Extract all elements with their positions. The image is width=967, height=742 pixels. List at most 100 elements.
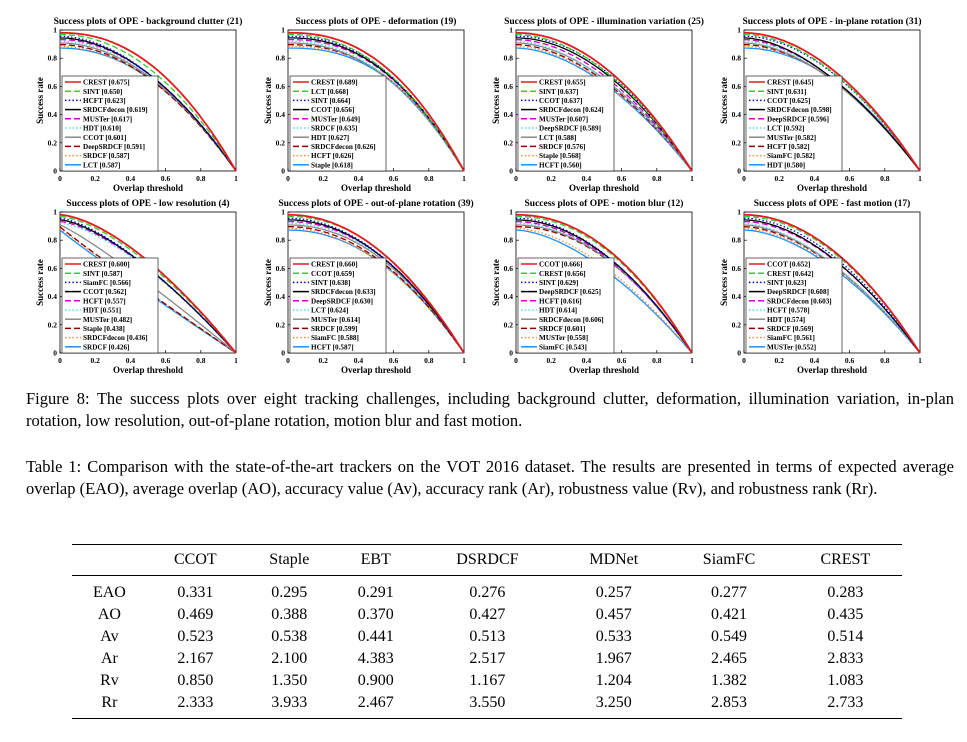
success-plot: Success plots of OPE - illumination vari… — [491, 16, 704, 193]
x-tick-label: 0 — [742, 356, 746, 365]
table-cell: 4.383 — [357, 650, 394, 667]
x-tick-label: 0.8 — [652, 174, 662, 183]
x-axis-label: Overlap threshold — [797, 183, 867, 193]
table-cell: 0.291 — [357, 584, 394, 601]
series-line — [288, 38, 465, 172]
x-tick-label: 0.6 — [389, 174, 399, 183]
figure-caption: Figure 8: The success plots over eight t… — [26, 389, 954, 430]
table-cell: 0.513 — [469, 628, 506, 645]
series-line — [743, 213, 921, 354]
y-tick-label: 0.2 — [48, 320, 58, 329]
legend-entry: SINT [0.638] — [311, 279, 350, 287]
legend-entry: LCT [0.624] — [311, 307, 348, 315]
legend-entry: DeepSRDCF [0.589] — [539, 125, 601, 133]
x-tick-label: 0.2 — [91, 356, 101, 365]
table-column-header: Staple — [269, 551, 310, 568]
legend-entry: HDT [0.580] — [767, 161, 805, 169]
x-tick-label: 0.8 — [424, 174, 434, 183]
table-cell: 0.283 — [827, 584, 864, 601]
table-row: Rr 2.333 3.933 2.467 3.550 3.250 2.853 2.733 — [72, 692, 902, 719]
legend-entry: LCT [0.588] — [539, 134, 576, 142]
y-axis-label: Success rate — [491, 77, 501, 124]
table-cell: 0.276 — [469, 584, 506, 601]
table-row-label: Rv — [100, 672, 119, 689]
x-tick-label: 0.8 — [880, 174, 890, 183]
table-corner — [72, 545, 147, 576]
table-cell: 2.333 — [177, 694, 214, 711]
table-cell: 0.370 — [357, 606, 394, 623]
table-cell: 0.435 — [827, 606, 864, 623]
legend-entry: SRDCFdecon [0.598] — [767, 106, 832, 114]
series-line — [744, 45, 921, 172]
plot-title: Success plots of OPE - low resolution (4… — [66, 198, 229, 209]
x-tick-label: 0.2 — [91, 174, 101, 183]
table-row: Ar 2.167 2.100 4.383 2.517 1.967 2.465 2.833 — [72, 648, 902, 670]
legend-entry: CCOT [0.652] — [767, 261, 810, 269]
x-tick-label: 0.8 — [424, 356, 434, 365]
legend-entry: HCFT [0.616] — [539, 297, 582, 305]
y-tick-label: 0.6 — [48, 264, 58, 273]
legend-entry: DeepSRDCF [0.596] — [767, 115, 829, 123]
x-tick-label: 0.6 — [161, 174, 171, 183]
x-tick-label: 0.6 — [845, 174, 855, 183]
x-tick-label: 0.2 — [547, 356, 557, 365]
legend-entry: CREST [0.655] — [539, 79, 586, 87]
table-cell: 1.967 — [595, 650, 632, 667]
y-tick-label: 0.2 — [48, 138, 58, 147]
success-plot: Success plots of OPE - background clutte… — [35, 16, 242, 193]
table-cell: 3.550 — [469, 694, 506, 711]
success-plots-figure: Success plots of OPE - background clutte… — [35, 16, 922, 375]
series-line — [60, 31, 237, 172]
y-tick-label: 0.8 — [48, 236, 58, 245]
legend-entry: SINT [0.629] — [539, 279, 578, 287]
y-tick-label: 0 — [509, 167, 513, 176]
y-tick-label: 1 — [737, 208, 741, 217]
y-tick-label: 0.4 — [732, 292, 742, 301]
legend-entry: SiamFC [0.588] — [311, 334, 359, 342]
table-cell: 3.933 — [271, 694, 308, 711]
table-cell: 0.427 — [469, 606, 506, 623]
y-tick-label: 1 — [509, 26, 513, 35]
table-cell: 0.549 — [711, 628, 748, 645]
x-axis-label: Overlap threshold — [341, 183, 411, 193]
x-tick-label: 0.4 — [126, 174, 136, 183]
legend-entry: DeepSRDCF [0.591] — [83, 143, 145, 151]
x-axis-label: Overlap threshold — [569, 183, 639, 193]
success-plot: Success plots of OPE - fast motion (17) 0… — [719, 198, 922, 375]
plot-title: Success plots of OPE - background clutte… — [54, 16, 243, 27]
legend-entry: DeepSRDCF [0.625] — [539, 288, 601, 296]
legend-entry: CREST [0.656] — [539, 270, 586, 278]
legend-box — [61, 257, 159, 354]
legend-entry: SRDCFdecon [0.626] — [311, 143, 376, 151]
legend-entry: MUSTer [0.649] — [311, 115, 360, 123]
x-tick-label: 0 — [286, 356, 290, 365]
legend-entry: MUSTer [0.558] — [539, 334, 588, 342]
legend-entry: SRDCFdecon [0.633] — [311, 288, 376, 296]
plot-title: Success plots of OPE - deformation (19) — [296, 16, 457, 27]
x-tick-label: 0.8 — [196, 174, 206, 183]
y-tick-label: 0.6 — [504, 82, 514, 91]
y-tick-label: 1 — [281, 208, 285, 217]
legend-entry: LCT [0.587] — [83, 161, 120, 169]
table-cell: 0.441 — [357, 628, 394, 645]
table-cell: 0.457 — [595, 606, 632, 623]
table-cell: 0.523 — [177, 628, 214, 645]
x-tick-label: 1 — [918, 174, 922, 183]
plot-title: Success plots of OPE - in-plane rotation… — [742, 16, 921, 27]
x-tick-label: 0.4 — [582, 174, 592, 183]
y-tick-label: 1 — [53, 208, 57, 217]
y-axis-label: Success rate — [491, 259, 501, 306]
series-line — [743, 31, 921, 172]
results-table: CCOT Staple EBT DSRDCF MDNet SiamFC CREST EAO 0… — [72, 544, 902, 719]
x-tick-label: 0.2 — [775, 174, 785, 183]
legend-entry: Staple [0.438] — [83, 325, 125, 333]
y-tick-label: 0.2 — [276, 138, 286, 147]
legend-entry: SRDCFdecon [0.624] — [539, 106, 604, 114]
y-axis-label: Success rate — [263, 259, 273, 306]
y-tick-label: 0 — [53, 167, 57, 176]
y-tick-label: 0.6 — [276, 264, 286, 273]
y-axis-label: Success rate — [35, 77, 45, 124]
series-line — [516, 35, 693, 172]
y-tick-label: 0.2 — [732, 138, 742, 147]
y-tick-label: 0.4 — [504, 292, 514, 301]
